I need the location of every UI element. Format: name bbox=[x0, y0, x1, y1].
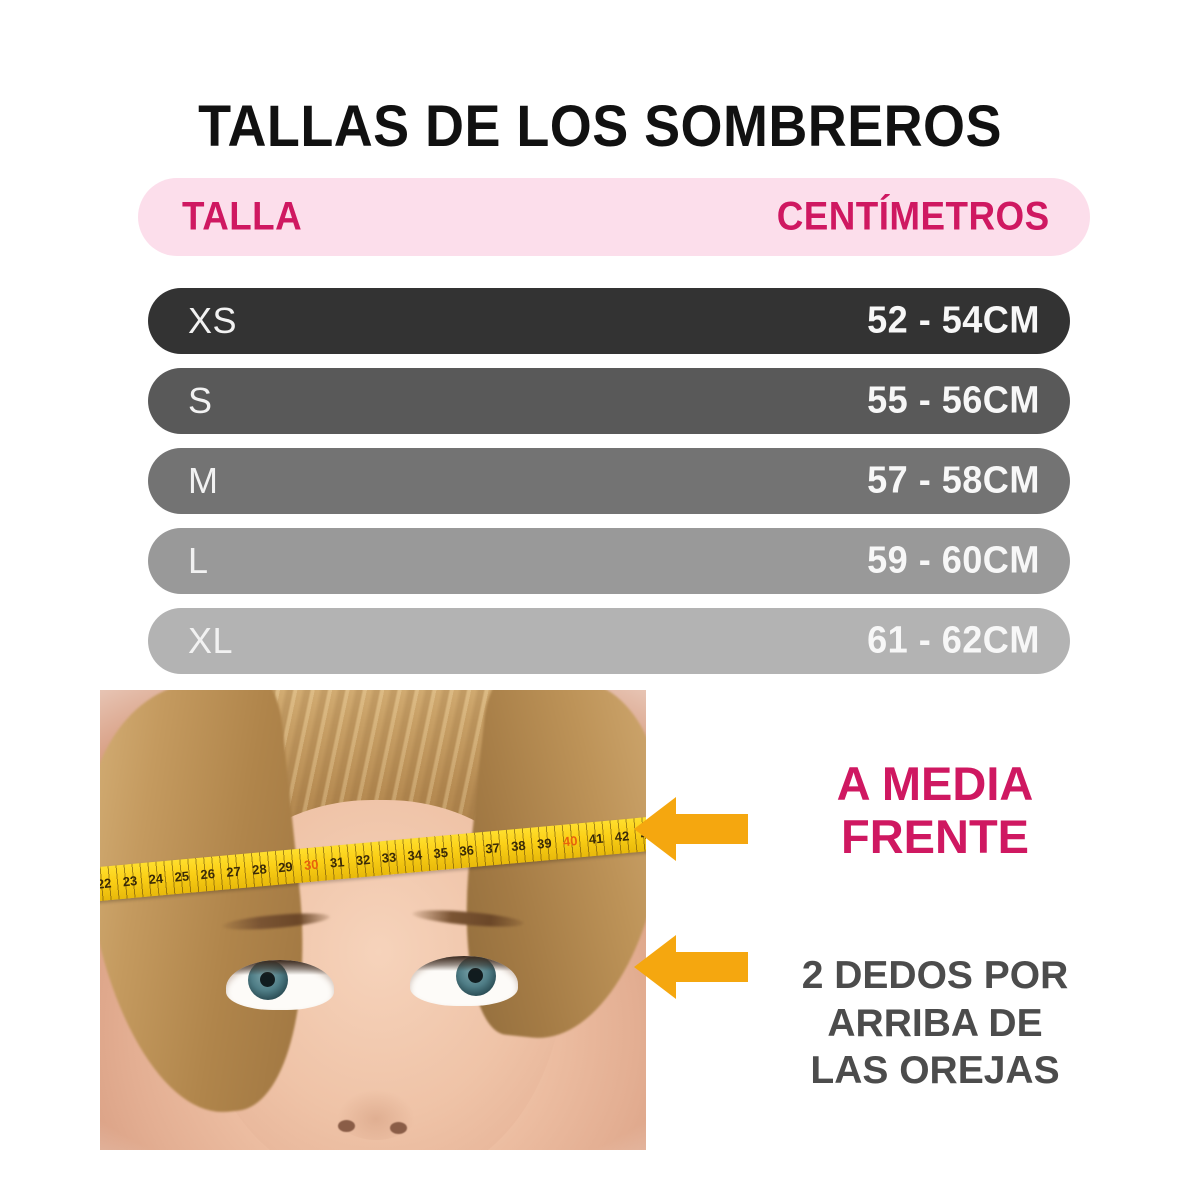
tape-number: 25 bbox=[173, 868, 190, 885]
tape-number: 29 bbox=[277, 858, 294, 876]
nostril-right bbox=[390, 1122, 407, 1134]
row-cm-value: 57 - 58CM bbox=[867, 459, 1040, 502]
photo-background: 22 23 24 25 26 27 28 29 30 31 32 33 34 35 36 37 38 39 40 41… bbox=[100, 690, 646, 1150]
tape-number: 35 bbox=[432, 844, 449, 862]
tape-number: 40 bbox=[562, 833, 579, 850]
page-title: TALLAS DE LOS SOMBREROS bbox=[198, 94, 1002, 159]
annotation-a-media-frente: A MEDIA FRENTE bbox=[770, 757, 1100, 863]
row-cm-value: 61 - 62CM bbox=[867, 619, 1040, 662]
table-row: L 59 - 60CM bbox=[148, 528, 1070, 594]
column-header-size: TALLA bbox=[182, 194, 303, 239]
table-header-row: TALLA CENTÍMETROS bbox=[138, 178, 1090, 256]
eye-right bbox=[410, 956, 518, 1006]
tape-number: 39 bbox=[536, 835, 553, 852]
row-size-label: S bbox=[188, 380, 213, 421]
pupil-left bbox=[260, 972, 275, 987]
row-cm-value: 52 - 54CM bbox=[867, 299, 1040, 342]
annotation-line: 2 DEDOS POR bbox=[801, 954, 1069, 997]
measurement-photo: 22 23 24 25 26 27 28 29 30 31 32 33 34 35 36 37 38 39 40 41… bbox=[100, 690, 646, 1150]
tape-number: 28 bbox=[251, 861, 268, 878]
tape-number: 26 bbox=[199, 866, 216, 883]
row-cm-value: 59 - 60CM bbox=[867, 539, 1040, 582]
nostril-left bbox=[338, 1120, 355, 1132]
table-row: M 57 - 58CM bbox=[148, 448, 1070, 514]
pupil-right bbox=[468, 968, 483, 983]
row-size-label: XL bbox=[188, 620, 234, 661]
row-cm-value: 55 - 56CM bbox=[867, 379, 1040, 422]
table-row: XS 52 - 54CM bbox=[148, 288, 1070, 354]
annotation-line: A MEDIA bbox=[836, 757, 1034, 810]
tape-number: 23 bbox=[122, 873, 138, 890]
tape-number: 41 bbox=[588, 830, 604, 847]
row-size-label: XS bbox=[188, 300, 238, 341]
tape-number: 22 bbox=[100, 875, 112, 892]
eyelash-right bbox=[410, 956, 518, 971]
arrow-left-icon bbox=[632, 792, 750, 866]
tape-number: 27 bbox=[225, 863, 242, 880]
annotation-line: ARRIBA DE bbox=[827, 1001, 1043, 1045]
row-size-label: M bbox=[188, 460, 219, 501]
column-header-centimeters: CENTÍMETROS bbox=[777, 194, 1050, 239]
tape-number: 32 bbox=[355, 851, 371, 869]
tape-number: 31 bbox=[329, 854, 346, 871]
table-row: S 55 - 56CM bbox=[148, 368, 1070, 434]
row-size-label: L bbox=[188, 540, 209, 581]
annotation-line: FRENTE bbox=[841, 809, 1029, 863]
tape-number: 36 bbox=[458, 842, 475, 859]
tape-number: 30 bbox=[303, 856, 320, 873]
annotation-dos-dedos: 2 DEDOS POR ARRIBA DE LAS OREJAS bbox=[760, 952, 1110, 1095]
tape-number: 37 bbox=[484, 840, 501, 857]
eye-left bbox=[226, 960, 334, 1010]
tape-number: 38 bbox=[510, 837, 527, 854]
tape-number: 34 bbox=[406, 847, 423, 864]
tape-number: 24 bbox=[148, 870, 164, 887]
tape-number: 33 bbox=[381, 849, 397, 866]
annotation-line: LAS OREJAS bbox=[810, 1049, 1060, 1093]
arrow-left-icon bbox=[632, 930, 750, 1004]
eyelash-left bbox=[226, 960, 334, 975]
table-row: XL 61 - 62CM bbox=[148, 608, 1070, 674]
